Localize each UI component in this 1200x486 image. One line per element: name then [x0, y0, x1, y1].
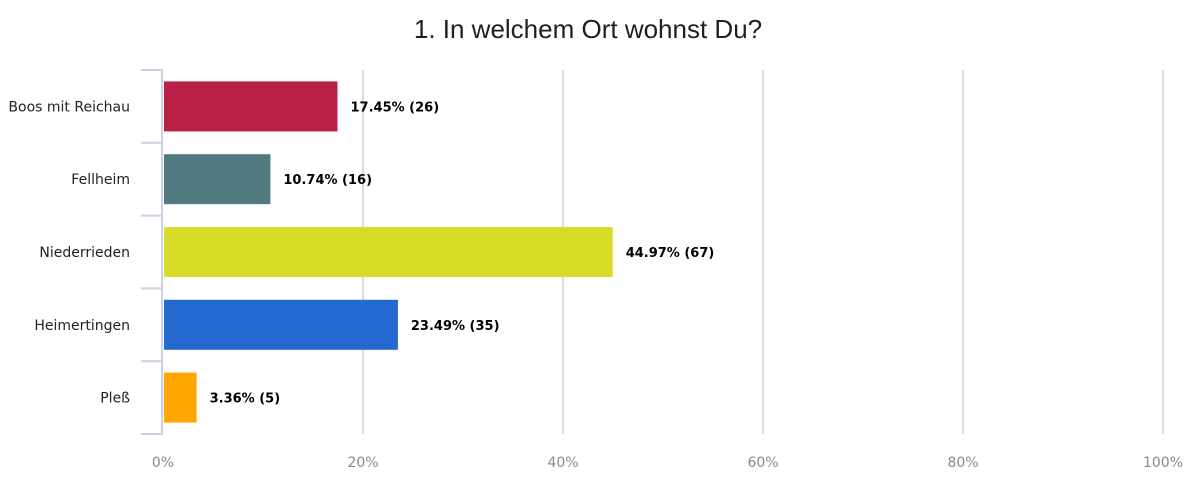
bar: [164, 299, 398, 350]
x-tick-label: 20%: [347, 455, 378, 471]
bars: [164, 81, 613, 423]
category-label: Heimertingen: [34, 318, 130, 334]
x-tick-label: 60%: [747, 455, 778, 471]
x-tick-label: 100%: [1143, 455, 1183, 471]
x-tick-label: 40%: [547, 455, 578, 471]
labels: 0% 20% 40% 60% 80% 100% Boos mit Reichau 17.45%…: [8, 99, 1183, 471]
x-tick-label: 80%: [947, 455, 978, 471]
category-label: Pleß: [100, 391, 130, 407]
value-label: 3.36% (5): [210, 392, 281, 407]
value-label: 17.45% (26): [351, 100, 440, 115]
bar: [164, 154, 271, 205]
bar: [164, 81, 338, 132]
chart-title: 1. In welchem Ort wohnst Du?: [413, 14, 763, 44]
y-axis: [141, 69, 163, 435]
category-label: Niederrieden: [39, 245, 130, 261]
bar: [164, 227, 613, 277]
bar: [164, 372, 197, 423]
x-tick-label: 0%: [152, 455, 174, 471]
category-label: Fellheim: [71, 172, 130, 188]
category-label: Boos mit Reichau: [8, 99, 130, 115]
value-label: 44.97% (67): [626, 246, 715, 261]
value-label: 23.49% (35): [411, 319, 500, 334]
value-label: 10.74% (16): [283, 173, 372, 188]
